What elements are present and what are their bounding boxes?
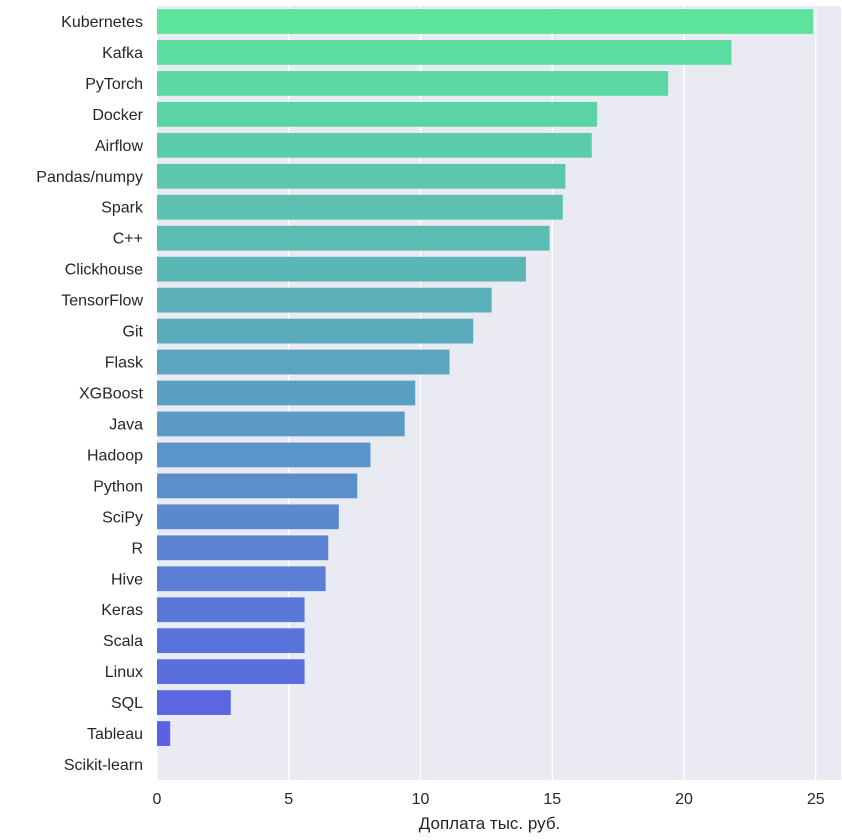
bars	[157, 9, 814, 746]
y-tick-label: SciPy	[102, 509, 143, 526]
y-tick-label: Linux	[105, 664, 143, 681]
bar-pandas-numpy	[157, 163, 566, 189]
y-tick-label: Scikit-learn	[64, 757, 143, 774]
y-tick-label: Hadoop	[87, 447, 143, 464]
y-tick-label: Git	[123, 324, 144, 341]
bar-scala	[157, 628, 305, 654]
y-tick-label: Spark	[101, 200, 144, 217]
x-tick-label: 5	[284, 791, 293, 808]
x-tick-label: 0	[153, 791, 162, 808]
bar-tensorflow	[157, 287, 492, 313]
bar-spark	[157, 194, 563, 220]
bar-xgboost	[157, 380, 416, 406]
bar-hadoop	[157, 442, 371, 468]
y-tick-label: R	[131, 540, 143, 557]
y-tick-label: Python	[93, 478, 143, 495]
bar-scipy	[157, 504, 339, 530]
y-tick-label: C++	[113, 231, 143, 248]
y-tick-label: Scala	[103, 633, 143, 650]
bar-python	[157, 473, 358, 499]
bar-kafka	[157, 40, 732, 65]
bar-docker	[157, 101, 598, 127]
y-tick-label: XGBoost	[79, 386, 144, 403]
x-axis-label: Доплата тыс. руб.	[419, 814, 561, 833]
y-tick-label: PyTorch	[85, 76, 143, 93]
bar-linux	[157, 659, 305, 685]
y-tick-label: Pandas/numpy	[36, 169, 143, 186]
y-tick-label: Kafka	[102, 45, 143, 62]
bar-hive	[157, 566, 326, 592]
y-tick-label: TensorFlow	[61, 293, 143, 310]
bar-pytorch	[157, 71, 669, 96]
bar-kubernetes	[157, 9, 814, 34]
y-tick-label: Tableau	[87, 726, 143, 743]
bar-git	[157, 318, 474, 344]
x-tick-label: 10	[412, 791, 430, 808]
y-tick-label: Keras	[101, 602, 143, 619]
bar-tableau	[157, 721, 171, 746]
x-tick-label: 15	[543, 791, 561, 808]
x-tick-labels: 0 5 10 15 20 25	[153, 791, 825, 808]
y-tick-label: Docker	[92, 107, 143, 124]
y-tick-label: Clickhouse	[65, 262, 143, 279]
y-tick-label: Flask	[105, 355, 144, 372]
bar-airflow	[157, 132, 592, 158]
bar-c-	[157, 225, 550, 251]
y-tick-label: Airflow	[95, 138, 143, 155]
y-tick-label: SQL	[111, 695, 143, 712]
bar-r	[157, 535, 329, 561]
y-tick-label: Kubernetes	[61, 14, 143, 31]
y-tick-label: Hive	[111, 571, 143, 588]
bar-keras	[157, 597, 305, 623]
bar-java	[157, 411, 405, 437]
x-tick-label: 25	[807, 791, 825, 808]
bar-sql	[157, 690, 231, 715]
y-tick-labels: Kubernetes Kafka PyTorch Docker Airflow Panda…	[36, 14, 144, 774]
bar-flask	[157, 349, 450, 375]
x-tick-label: 20	[675, 791, 693, 808]
y-tick-label: Java	[109, 416, 143, 433]
bar-clickhouse	[157, 256, 526, 282]
